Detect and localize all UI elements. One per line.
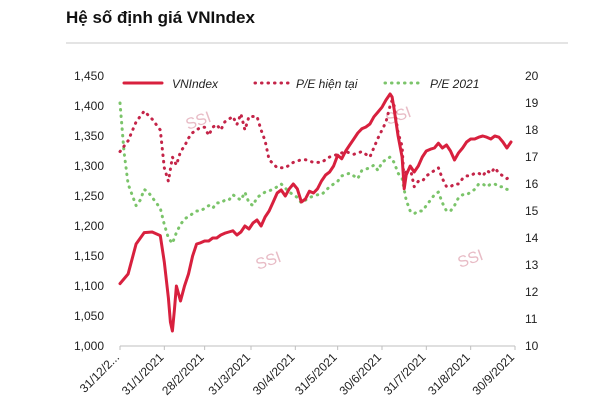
x-tick-label: 31/8/2021	[425, 350, 473, 398]
left-y-tick-label: 1,250	[74, 189, 104, 203]
right-y-axis: 10 11 12 13 14 15 16 17 18 19 20	[525, 69, 539, 353]
left-y-tick-label: 1,200	[74, 219, 104, 233]
left-y-tick-label: 1,050	[74, 309, 104, 323]
x-tick-label: 28/2/2021	[159, 350, 207, 398]
right-y-tick-label: 15	[525, 204, 539, 218]
right-y-tick-label: 20	[525, 69, 539, 83]
left-y-tick-label: 1,450	[74, 69, 104, 83]
x-tick-label: 31/7/2021	[381, 350, 429, 398]
x-tick-label: 31/3/2021	[205, 350, 253, 398]
left-y-tick-label: 1,000	[74, 339, 104, 353]
legend-label: P/E 2021	[430, 77, 479, 91]
series-line-pe-current	[118, 98, 513, 189]
legend-label: P/E hiện tại	[296, 77, 358, 91]
watermark-ssi: SSI	[456, 247, 486, 272]
legend-label: VNIndex	[172, 77, 219, 91]
series-layer	[118, 92, 513, 333]
x-tick-label: 31/1/2021	[119, 350, 167, 398]
right-y-tick-label: 19	[525, 96, 539, 110]
left-y-tick-label: 1,300	[74, 159, 104, 173]
right-y-tick-label: 18	[525, 123, 539, 137]
right-y-tick-label: 10	[525, 339, 539, 353]
left-y-axis: 1,000 1,050 1,100 1,150 1,200 1,250 1,300 1,350…	[74, 69, 104, 353]
watermark-ssi: SSI	[384, 104, 414, 129]
legend: VNIndex P/E hiện tại P/E 2021	[122, 77, 479, 91]
left-y-tick-label: 1,150	[74, 249, 104, 263]
watermark-ssi: SSI	[254, 249, 284, 274]
right-y-tick-label: 13	[525, 258, 539, 272]
left-y-tick-label: 1,350	[74, 129, 104, 143]
left-y-tick-label: 1,100	[74, 279, 104, 293]
x-tick-label: 31/5/2021	[292, 350, 340, 398]
right-y-tick-label: 14	[525, 231, 539, 245]
series-line-pe-2021	[118, 101, 513, 245]
x-tick-label: 30/6/2021	[336, 350, 384, 398]
series-line-vnindex	[118, 92, 513, 333]
right-y-tick-label: 17	[525, 150, 539, 164]
left-y-tick-label: 1,400	[74, 99, 104, 113]
chart-title: Hệ số định giá VNIndex	[66, 8, 255, 27]
right-y-tick-label: 16	[525, 177, 539, 191]
x-axis: 31/12/2...31/1/202128/2/202131/3/202130/…	[77, 345, 517, 398]
x-tick-label: 31/12/2...	[77, 350, 122, 395]
x-tick-label: 30/4/2021	[250, 350, 298, 398]
right-y-tick-label: 12	[525, 285, 539, 299]
title-divider	[66, 42, 568, 44]
right-y-tick-label: 11	[525, 312, 538, 326]
x-tick-label: 30/9/2021	[469, 350, 517, 398]
